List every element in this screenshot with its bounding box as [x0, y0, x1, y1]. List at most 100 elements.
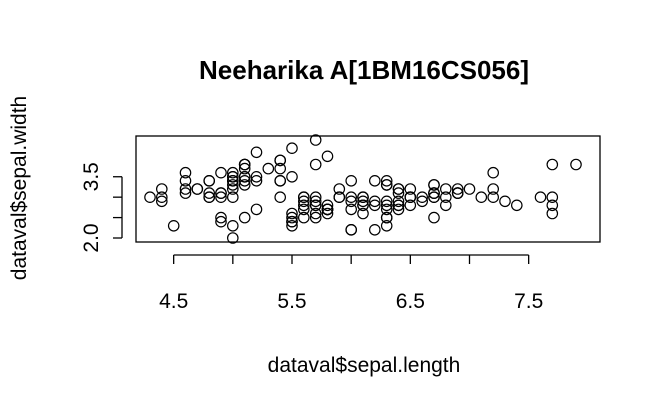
data-point: [404, 191, 417, 203]
data-point: [368, 199, 381, 212]
y-tick-label: 3.5: [80, 162, 103, 191]
data-point: [297, 195, 310, 208]
y-tick-label: 2.0: [80, 223, 103, 252]
data-point: [546, 207, 559, 220]
data-point: [286, 220, 298, 232]
data-point: [380, 220, 393, 232]
data-point: [309, 158, 322, 171]
data-point: [203, 191, 215, 203]
data-point: [368, 195, 381, 208]
data-point: [179, 166, 192, 179]
data-point: [439, 199, 452, 212]
data-point: [475, 191, 488, 203]
data-point: [357, 191, 369, 203]
data-point: [487, 183, 499, 195]
data-point: [439, 183, 452, 195]
data-point: [309, 211, 322, 224]
data-point: [392, 187, 405, 199]
data-point: [345, 195, 357, 208]
data-point: [321, 199, 334, 212]
data-point: [309, 207, 322, 220]
data-point: [321, 207, 334, 220]
data-point: [416, 195, 428, 208]
data-point: [309, 134, 322, 146]
data-point: [428, 211, 440, 224]
data-point: [321, 203, 334, 216]
data-point: [463, 183, 476, 195]
data-point: [345, 191, 357, 203]
data-point: [227, 171, 239, 183]
data-point: [227, 232, 239, 244]
data-point: [215, 166, 227, 179]
data-point: [368, 175, 381, 187]
data-point: [345, 203, 357, 216]
data-point: [309, 199, 322, 212]
data-point: [404, 199, 417, 212]
data-point: [215, 215, 227, 228]
data-point: [380, 175, 393, 187]
data-point: [380, 195, 393, 208]
data-point: [499, 195, 511, 208]
data-point: [357, 199, 369, 212]
data-point: [238, 158, 251, 171]
data-point: [297, 203, 310, 216]
x-tick-label: 6.5: [396, 290, 425, 313]
data-point: [250, 171, 263, 183]
data-points-layer: [144, 134, 582, 244]
data-point: [333, 191, 346, 203]
x-axis: 4.5 5.5 6.5 7.5: [159, 254, 543, 313]
data-point: [215, 211, 227, 224]
data-point: [345, 175, 357, 187]
data-point: [297, 199, 310, 212]
data-point: [404, 183, 417, 195]
data-point: [286, 215, 298, 228]
data-point: [262, 162, 275, 175]
data-point: [238, 175, 251, 187]
data-point: [274, 162, 286, 175]
data-point: [215, 187, 227, 199]
data-point: [333, 183, 346, 195]
data-point: [227, 166, 239, 179]
data-point: [238, 162, 251, 175]
data-point: [487, 191, 499, 203]
data-point: [570, 158, 582, 171]
data-point: [439, 191, 452, 203]
data-point: [546, 158, 559, 171]
data-point: [215, 191, 227, 203]
data-point: [534, 191, 547, 203]
data-point: [416, 191, 428, 203]
x-tick-label: 5.5: [277, 290, 306, 313]
data-point: [167, 220, 180, 232]
data-point: [368, 224, 381, 236]
data-point: [357, 207, 369, 220]
data-point: [428, 191, 440, 203]
data-point: [297, 191, 310, 203]
y-axis: 2.0 3.5: [80, 162, 123, 253]
data-point: [309, 195, 322, 208]
data-point: [203, 175, 215, 187]
data-point: [392, 199, 405, 212]
data-point: [144, 191, 156, 203]
data-point: [392, 203, 405, 216]
data-point: [428, 187, 440, 199]
data-point: [380, 199, 393, 212]
x-tick-label: 7.5: [514, 290, 543, 313]
data-point: [274, 175, 286, 187]
data-point: [250, 203, 263, 216]
data-point: [156, 183, 168, 195]
data-point: [227, 191, 239, 203]
data-point: [546, 199, 559, 212]
data-point: [227, 183, 239, 195]
data-point: [156, 195, 168, 208]
data-point: [227, 179, 239, 191]
data-point: [309, 191, 322, 203]
data-point: [321, 150, 334, 163]
data-point: [428, 179, 440, 191]
plot-area-border: [135, 135, 601, 243]
x-tick-label: 4.5: [159, 290, 188, 313]
data-point: [286, 211, 298, 224]
data-point: [274, 191, 286, 203]
data-point: [380, 179, 393, 191]
data-point: [227, 175, 239, 187]
